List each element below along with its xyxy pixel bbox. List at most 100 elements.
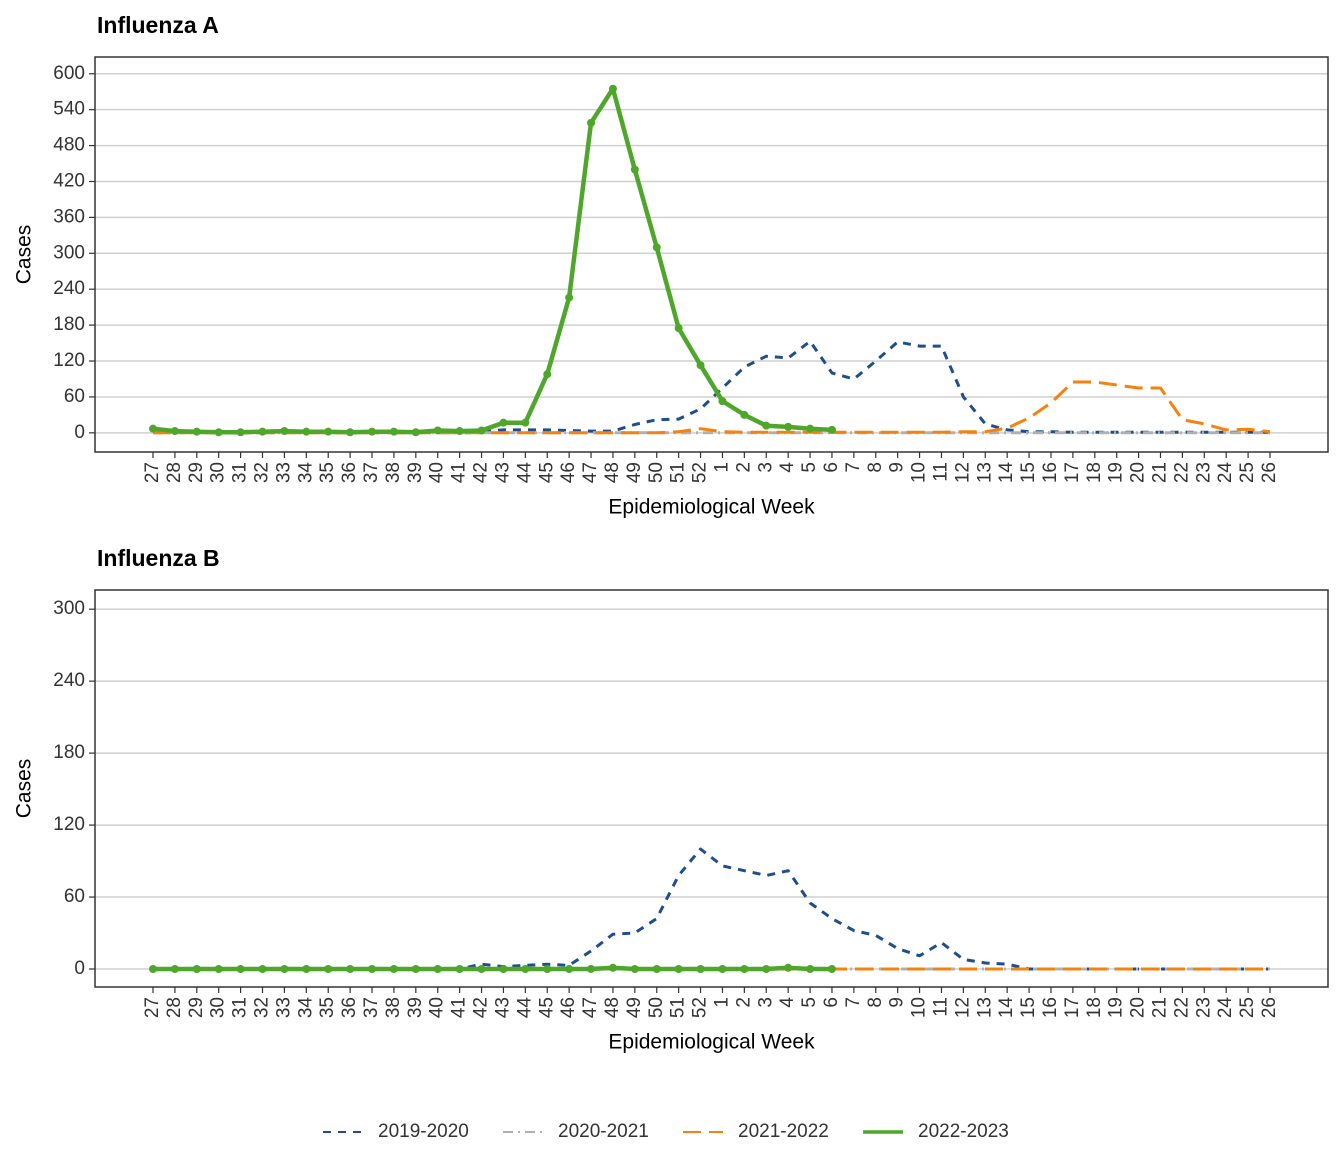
x-tick-label: 30 [208,462,229,483]
x-tick-label: 16 [1040,997,1061,1018]
x-tick-label: 41 [449,997,470,1018]
x-tick-label: 13 [974,997,995,1018]
x-tick-label: 1 [711,997,732,1008]
x-tick-label: 29 [186,462,207,483]
point [608,84,617,93]
x-tick-label: 34 [295,997,316,1019]
x-tick-label: 36 [339,997,360,1018]
x-tick-label: 39 [405,997,426,1018]
y-tick-label: 180 [53,314,85,335]
plot-border [94,589,1329,988]
x-tick-label: 24 [1215,997,1236,1019]
point [718,397,727,406]
x-tick-label: 25 [1237,462,1258,483]
x-tick-label: 48 [602,997,623,1018]
series-line: 2022-2023 [153,965,832,972]
x-tick-label: 5 [799,997,820,1008]
point [740,965,749,974]
y-tick-label: 420 [53,171,85,192]
point [696,361,705,370]
x-tick-label: 30 [208,997,229,1018]
x-tick-label: 33 [273,997,294,1018]
point [149,965,157,974]
x-tick-label: 7 [843,997,864,1008]
x-tick-label: 47 [580,997,601,1018]
x-tick-label: 39 [405,462,426,483]
x-tick-label: 20 [1128,997,1149,1018]
x-tick-label: 20 [1128,462,1149,483]
x-tick-label: 45 [536,997,557,1018]
point [258,427,267,436]
x-tick-label: 24 [1215,462,1236,484]
x-tick-label: 46 [558,462,579,483]
x-tick-label: 51 [668,997,689,1018]
point [762,421,771,430]
y-tick-label: 300 [53,598,85,619]
x-tick-label: 4 [777,462,798,473]
point [784,963,793,972]
x-tick-label: 5 [799,462,820,473]
point [630,165,639,174]
x-tick-label: 6 [821,462,842,473]
x-tick-label: 17 [1062,462,1083,483]
y-tick-label: 120 [53,814,85,835]
x-tick-label: 12 [952,462,973,483]
point [455,427,464,436]
x-tick-label: 1 [711,462,732,473]
x-tick-label: 14 [996,997,1017,1019]
x-tick-label: 13 [974,462,995,483]
y-tick-label: 0 [74,422,85,443]
x-tick-label: 35 [317,462,338,483]
point [346,965,355,974]
y-tick-label: 300 [53,242,85,263]
x-tick-label: 49 [624,462,645,483]
x-tick-label: 7 [843,462,864,473]
x-tick-label: 47 [580,462,601,483]
x-tick-label: 18 [1084,462,1105,483]
point [411,428,420,437]
point [368,427,377,436]
x-tick-label: 50 [646,462,667,483]
point [411,965,420,974]
legend-label: 2019-2020 [378,1121,469,1142]
x-tick-label: 33 [273,462,294,483]
y-tick-label: 480 [53,135,85,156]
x-tick-label: 46 [558,997,579,1018]
x-tick-label: 32 [252,997,273,1018]
point [368,965,377,974]
x-tick-label: 52 [690,997,711,1018]
point [718,965,727,974]
x-tick-label: 23 [1193,997,1214,1018]
x-tick-label: 32 [252,462,273,483]
point [170,427,179,436]
x-tick-label: 41 [449,462,470,483]
x-tick-label: 23 [1193,462,1214,483]
x-tick-label: 9 [887,462,908,473]
point [477,426,486,435]
x-tick-label: 9 [887,997,908,1008]
point [652,243,661,252]
x-tick-label: 28 [164,997,185,1018]
x-tick-label: 29 [186,997,207,1018]
y-tick-label: 180 [53,742,85,763]
point [236,965,245,974]
point [521,965,530,974]
x-tick-label: 37 [361,462,382,483]
y-tick-label: 240 [53,670,85,691]
x-tick-label: 43 [492,997,513,1018]
x-tick-label: 21 [1150,462,1171,483]
y-tick-label: 60 [64,886,85,907]
x-tick-label: 38 [383,462,404,483]
x-tick-label: 10 [909,462,930,483]
point [433,426,442,435]
point [696,965,705,974]
y-tick-label: 120 [53,350,85,371]
point [192,965,201,974]
x-tick-label: 17 [1062,997,1083,1018]
x-tick-label: 15 [1018,462,1039,483]
x-tick-label: 21 [1150,997,1171,1018]
point [543,370,552,379]
x-tick-label: 3 [755,462,776,473]
x-tick-label: 40 [427,462,448,483]
point [324,427,333,436]
